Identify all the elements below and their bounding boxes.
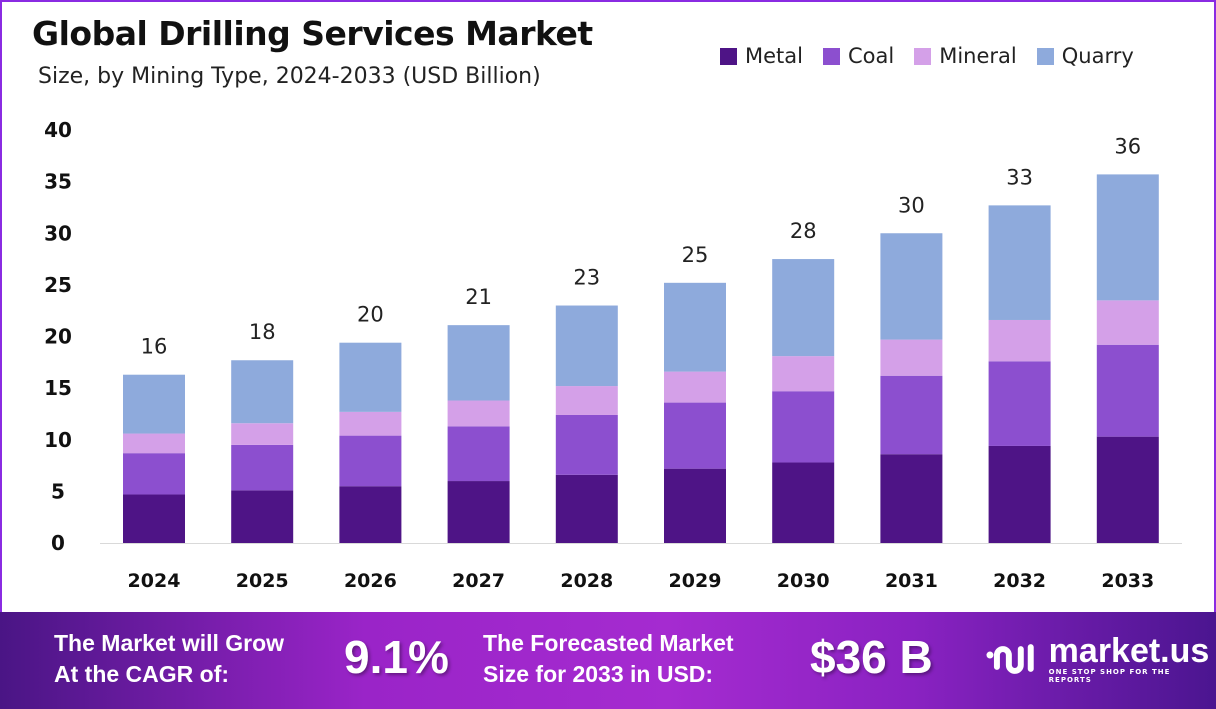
forecast-label: The Forecasted Market Size for 2033 in U…: [483, 628, 734, 690]
bar-segment-quarry: [231, 360, 294, 424]
stacked-bar-chart: 0510152025303540162024182025202026212027…: [44, 118, 1182, 592]
bar-segment-coal: [123, 453, 185, 495]
bar-segment-coal: [447, 426, 510, 482]
forecast-value: $36 B: [810, 631, 933, 683]
legend-swatch: [822, 47, 840, 65]
legend-label: Quarry: [1061, 44, 1134, 68]
logo-name: market.us: [1048, 632, 1210, 670]
x-tick-label: 2028: [560, 570, 613, 592]
legend: Metal Coal Mineral Quarry: [720, 44, 1134, 68]
cagr-label-line1: The Market will Grow: [54, 630, 285, 656]
bar-segment-metal: [988, 445, 1051, 543]
bar-segment-metal: [231, 490, 294, 543]
x-tick-label: 2024: [128, 570, 181, 592]
total-data-label: 25: [682, 243, 709, 267]
bar-segment-coal: [339, 435, 402, 487]
bar-segment-metal: [880, 454, 943, 543]
bar-segment-quarry: [555, 305, 618, 387]
total-data-label: 36: [1114, 134, 1141, 158]
y-tick-label: 30: [44, 221, 72, 245]
logo-icon: [986, 644, 1034, 674]
legend-item-quarry: Quarry: [1036, 44, 1134, 68]
logo-tagline: ONE STOP SHOP FOR THE REPORTS: [1048, 668, 1171, 684]
bar-segment-coal: [1096, 344, 1159, 437]
bar-segment-mineral: [447, 400, 510, 427]
x-tick-label: 2032: [993, 570, 1046, 592]
total-data-label: 28: [790, 219, 817, 243]
x-tick-label: 2027: [452, 570, 505, 592]
bar-segment-metal: [772, 462, 835, 543]
total-data-label: 20: [357, 303, 384, 327]
bar-segment-metal: [339, 486, 402, 543]
legend-item-mineral: Mineral: [914, 44, 1017, 68]
bar-segment-metal: [664, 468, 726, 543]
bar-segment-coal: [231, 444, 294, 491]
bar-segment-metal: [447, 481, 510, 543]
legend-item-metal: Metal: [720, 44, 803, 68]
bar-segment-metal: [123, 494, 185, 543]
y-tick-label: 20: [44, 325, 72, 349]
bar-segment-quarry: [772, 259, 835, 357]
bar-segment-quarry: [664, 282, 726, 372]
x-tick-label: 2029: [669, 570, 722, 592]
total-data-label: 33: [1006, 165, 1033, 189]
bar-segment-metal: [1096, 436, 1159, 543]
bar-segment-mineral: [772, 356, 835, 392]
bar-segment-quarry: [339, 342, 402, 412]
legend-label: Metal: [745, 44, 803, 68]
bar-segment-metal: [555, 474, 618, 543]
cagr-value: 9.1%: [344, 631, 449, 683]
bar-segment-mineral: [231, 423, 294, 445]
bar-segment-coal: [555, 414, 618, 475]
y-tick-label: 40: [44, 118, 72, 142]
cagr-label-line2: At the CAGR of:: [54, 661, 230, 687]
x-tick-label: 2025: [236, 570, 289, 592]
bar-segment-quarry: [1096, 174, 1159, 301]
bar-segment-coal: [880, 375, 943, 455]
total-data-label: 23: [573, 266, 600, 290]
bar-segment-mineral: [880, 339, 943, 376]
y-tick-label: 15: [44, 376, 72, 400]
bar-segment-coal: [772, 391, 835, 463]
bar-segment-quarry: [123, 374, 185, 434]
x-tick-label: 2031: [885, 570, 938, 592]
x-tick-label: 2033: [1101, 570, 1154, 592]
y-tick-label: 35: [44, 170, 72, 194]
legend-label: Coal: [847, 44, 895, 68]
forecast-label-line1: The Forecasted Market: [483, 630, 734, 656]
y-tick-label: 25: [44, 273, 72, 297]
footer-banner: The Market will Grow At the CAGR of: 9.1…: [0, 612, 1216, 709]
bar-segment-quarry: [447, 325, 510, 401]
total-data-label: 30: [898, 193, 925, 217]
bar-segment-mineral: [339, 411, 402, 436]
cagr-label: The Market will Grow At the CAGR of:: [54, 628, 284, 690]
bar-segment-quarry: [880, 233, 943, 340]
legend-swatch: [914, 47, 932, 65]
bar-segment-mineral: [123, 433, 185, 454]
y-tick-label: 5: [51, 479, 65, 503]
legend-item-coal: Coal: [822, 44, 895, 68]
bar-segment-mineral: [555, 386, 618, 415]
y-tick-label: 0: [51, 531, 65, 555]
total-data-label: 21: [465, 285, 492, 309]
legend-label: Mineral: [939, 44, 1017, 68]
market-us-logo: market.us ONE STOP SHOP FOR THE REPORTS: [985, 634, 1216, 684]
bar-segment-coal: [664, 402, 726, 469]
legend-swatch: [1036, 47, 1054, 65]
x-tick-label: 2030: [777, 570, 830, 592]
chart-title: Global Drilling Services Market: [32, 14, 593, 53]
total-data-label: 16: [141, 335, 168, 359]
bar-segment-coal: [988, 361, 1051, 446]
bar-segment-mineral: [664, 371, 726, 403]
legend-swatch: [720, 47, 737, 65]
forecast-label-line2: Size for 2033 in USD:: [483, 661, 714, 687]
chart-subtitle: Size, by Mining Type, 2024-2033 (USD Bil…: [38, 64, 541, 89]
bar-segment-quarry: [988, 205, 1051, 320]
bar-segment-mineral: [988, 319, 1051, 362]
total-data-label: 18: [249, 320, 276, 344]
y-tick-label: 10: [44, 428, 72, 452]
bar-segment-mineral: [1096, 300, 1159, 345]
x-tick-label: 2026: [344, 570, 397, 592]
